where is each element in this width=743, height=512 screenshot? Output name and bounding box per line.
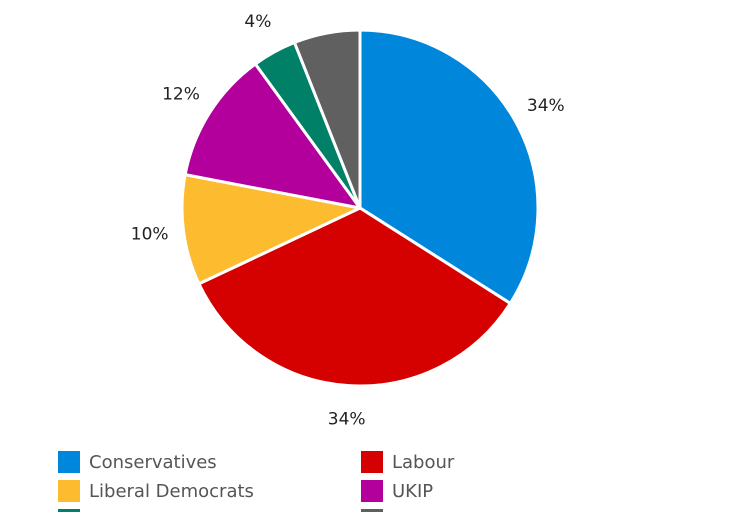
data-label: 4% bbox=[244, 12, 271, 32]
legend-swatch bbox=[58, 509, 80, 512]
legend-label: UKIP bbox=[392, 481, 433, 502]
pie-slice bbox=[180, 173, 362, 286]
legend-label: Labour bbox=[392, 452, 455, 473]
legend-swatch bbox=[58, 451, 80, 473]
legend-swatch bbox=[361, 509, 383, 512]
pie-slice bbox=[183, 62, 362, 210]
data-label: 34% bbox=[527, 96, 565, 116]
pie-slice bbox=[197, 206, 512, 388]
legend-swatch bbox=[361, 451, 383, 473]
legend-label: Conservatives bbox=[89, 452, 217, 473]
data-label: 12% bbox=[162, 84, 200, 104]
pie-slice bbox=[292, 28, 362, 210]
legend-swatch bbox=[58, 480, 80, 502]
data-label: 34% bbox=[328, 410, 366, 430]
data-label: 10% bbox=[131, 225, 169, 245]
legend-label: Liberal Democrats bbox=[89, 481, 254, 502]
legend-swatch bbox=[361, 480, 383, 502]
